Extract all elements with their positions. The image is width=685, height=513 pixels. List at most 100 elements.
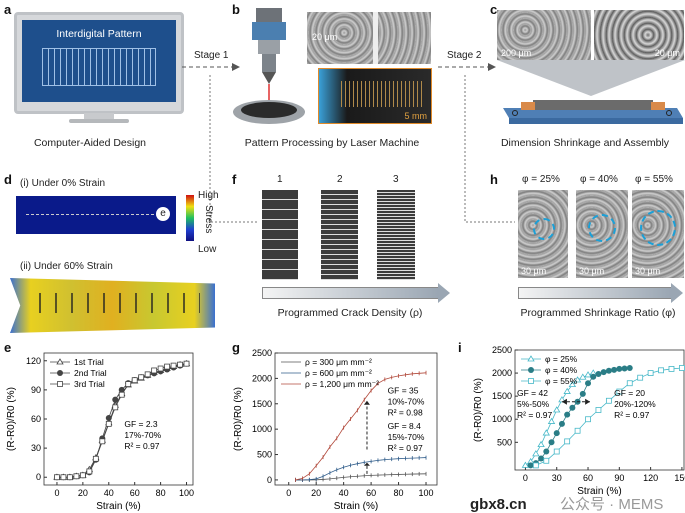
data-point (553, 430, 560, 437)
legend-label: 3rd Trial (74, 379, 105, 389)
legend-label: 1st Trial (74, 357, 104, 367)
screen-title: Interdigital Pattern (56, 28, 142, 40)
data-point (605, 397, 612, 404)
x-tick-label: 0 (54, 488, 59, 498)
annotation-text: 20%-120% (614, 399, 656, 409)
x-tick-label: 100 (179, 488, 194, 498)
legend-marker (57, 381, 63, 387)
x-tick-label: 30 (552, 473, 562, 483)
data-point (668, 366, 675, 372)
data-point (595, 407, 602, 413)
data-point (563, 387, 571, 394)
phi-label-55: φ = 55% (635, 174, 673, 185)
crack-density-arrow (262, 283, 450, 303)
x-axis-label: Strain (%) (577, 486, 621, 497)
electron-icon: e (156, 207, 170, 221)
caption-c: Dimension Shrinkage and Assembly (500, 137, 670, 149)
sem-image-high-mag: 20 μm (594, 10, 684, 60)
data-point (99, 438, 106, 445)
x-tick-label: 100 (419, 488, 434, 498)
data-point (157, 365, 164, 372)
connector-to-h (464, 75, 515, 223)
y-tick-label: 30 (31, 443, 41, 453)
x-tick-label: 150 (674, 473, 685, 483)
sem-phi-40: 30 μm (576, 190, 628, 278)
legend-marker (527, 355, 535, 362)
data-point (595, 371, 602, 377)
data-point (658, 367, 664, 374)
y-tick-label: 120 (26, 356, 41, 366)
x-tick-label: 60 (366, 488, 376, 498)
data-point (151, 367, 158, 374)
arrowhead (363, 400, 370, 405)
annotation-text: GF = 8.4 (388, 421, 422, 431)
phi-label-25: φ = 25% (522, 174, 560, 185)
shrinkage-ratio-arrow (518, 283, 683, 303)
y-axis-label: (R-R0)/R0 (%) (233, 387, 244, 451)
series-2: ρ = 1,200 μm mm⁻² (281, 370, 427, 482)
data-point (537, 440, 545, 448)
x-tick-label: 0 (523, 473, 528, 483)
arrowhead (363, 462, 370, 466)
simulation-0-strain: e (16, 196, 176, 234)
data-point (118, 386, 125, 393)
panel-label-g: g (232, 340, 240, 355)
sem-phi-25: 30 μm (518, 190, 568, 278)
interdigital-pattern (42, 48, 156, 86)
series-1: 2nd Trial (50, 360, 190, 481)
crack-sample-3 (377, 190, 415, 280)
y-tick-label: 90 (31, 385, 41, 395)
panel-label-h: h (490, 172, 498, 187)
data-point (585, 416, 591, 423)
state-0-strain-label: (i) Under 0% Strain (20, 178, 106, 189)
scale-bar-h-2: 30 μm (579, 266, 605, 276)
micrograph-top: 20 μm (307, 12, 431, 64)
connector-to-f (209, 75, 258, 223)
data-point (92, 455, 99, 462)
annotation-text: R² = 0.97 (124, 441, 159, 451)
crack-sample-1 (262, 190, 298, 280)
data-point (611, 366, 618, 373)
data-point (105, 420, 112, 427)
data-point (177, 361, 183, 368)
data-point (679, 365, 685, 371)
y-tick-label: 1000 (252, 424, 272, 434)
scale-bar-b-bottom: 5 mm (404, 111, 428, 121)
y-tick-label: 1000 (492, 414, 512, 424)
data-point (600, 369, 607, 376)
data-point (547, 417, 556, 424)
data-point (164, 363, 170, 370)
legend-marker (57, 370, 63, 376)
y-tick-label: 1500 (492, 391, 512, 401)
annotation-text: R² = 0.97 (388, 443, 423, 453)
data-point (553, 448, 560, 455)
scale-bar-h-3: 30 μm (635, 266, 661, 276)
y-tick-label: 500 (497, 437, 512, 447)
crack-sample-2 (321, 190, 358, 280)
data-point (569, 404, 576, 411)
scale-bar-c-right: 20 μm (654, 48, 680, 58)
y-tick-label: 2000 (252, 373, 272, 383)
annotation-text: R² = 0.97 (614, 410, 649, 420)
x-axis-label: Strain (%) (334, 501, 378, 512)
y-tick-label: 2500 (492, 345, 512, 355)
data-point (183, 360, 190, 367)
panel-label-e: e (4, 340, 12, 355)
data-point (564, 438, 571, 445)
annotation-text: GF = 42 (517, 388, 548, 398)
panel-label-a: a (4, 2, 12, 17)
x-tick-label: 40 (339, 488, 349, 498)
legend-label: φ = 55% (545, 376, 578, 386)
data-point (118, 391, 125, 398)
x-tick-label: 20 (311, 488, 321, 498)
chart-e: 0 20 40 60 80 100 0 30 60 90 120 Strain (%) (R-R0)/R… (6, 352, 194, 512)
data-point (626, 365, 633, 371)
data-point (144, 371, 151, 378)
annotation-text: 15%-70% (388, 432, 425, 442)
data-point (543, 448, 550, 455)
micrograph-bottom: 5 mm (318, 68, 432, 124)
sem-image-low-mag: 200 μm (497, 10, 591, 60)
y-tick-label: 0 (267, 475, 272, 485)
assembled-device-icon (497, 60, 685, 124)
data-point (543, 457, 550, 464)
